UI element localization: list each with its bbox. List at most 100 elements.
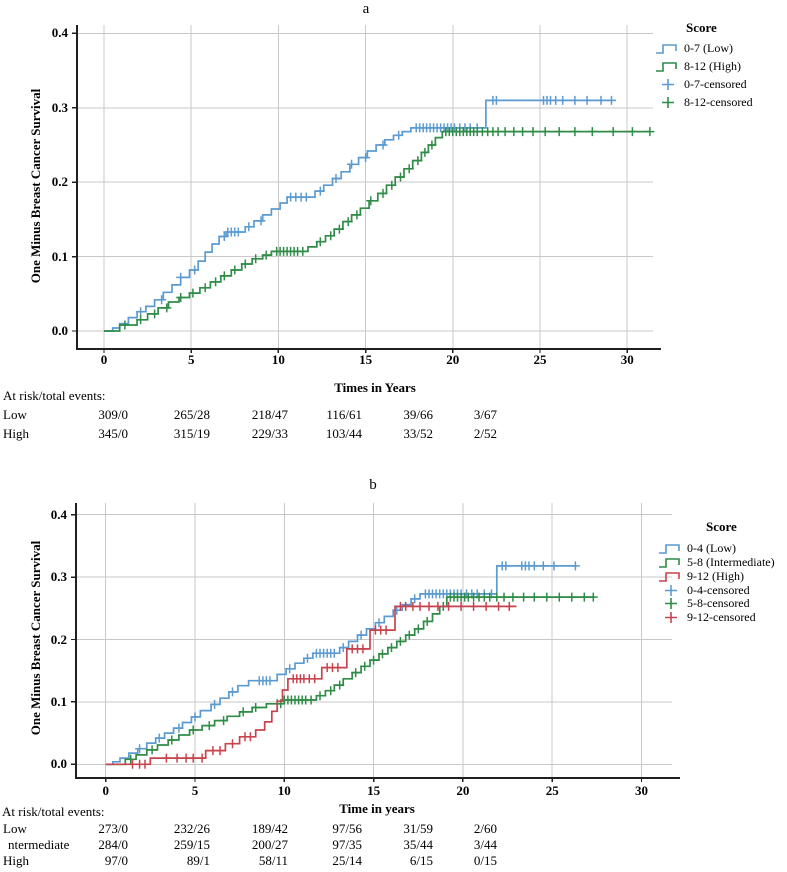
risk-cell: 39/66 — [403, 407, 433, 422]
panel-a-x-axis-title: Times in Years — [334, 380, 416, 395]
legend-item-5-8-censored: 5-8-censored — [658, 596, 750, 611]
legend-item-label: 5-8 (Intermediate) — [687, 555, 775, 569]
panel-b-legend-title: Score — [706, 519, 737, 534]
x-tick-label: 15 — [359, 352, 373, 367]
censor-marks — [126, 592, 598, 764]
panel-a-label: a — [362, 1, 370, 17]
risk-cell: 31/59 — [403, 821, 433, 836]
risk-cell: 2/52 — [473, 426, 497, 441]
y-tick-label: 0.0 — [50, 756, 67, 772]
legend-glyph-path — [659, 558, 680, 568]
step-line-icon — [659, 572, 680, 582]
legend-item-label: 0-4-censored — [687, 583, 750, 597]
risk-cell: 229/33 — [251, 426, 288, 441]
risk-cell: 33/52 — [403, 426, 433, 441]
censor-marks — [128, 601, 514, 769]
legend-item-5-8-intermediate-: 5-8 (Intermediate) — [658, 555, 775, 570]
x-tick-label: 0 — [102, 783, 109, 798]
risk-cell: 200/27 — [251, 837, 288, 852]
plus-censor-icon — [665, 585, 677, 596]
plus-censor-icon — [662, 97, 674, 108]
risk-cell: 97/56 — [332, 821, 362, 836]
censor-marks — [120, 127, 655, 330]
y-tick-label: 0.4 — [51, 25, 68, 41]
x-tick-label: 15 — [367, 783, 381, 798]
risk-cell: 315/19 — [173, 426, 210, 441]
risk-cell: 103/44 — [325, 426, 362, 441]
risk-cell: 2/60 — [473, 821, 497, 836]
legend-glyph-path — [662, 97, 674, 108]
plus-censor-icon — [665, 598, 677, 609]
y-tick-label: 0.2 — [51, 174, 68, 190]
legend-item-label: 5-8-censored — [687, 596, 750, 610]
y-tick-label: 0.3 — [50, 569, 67, 585]
legend-item-label: 0-4 (Low) — [687, 541, 736, 555]
legend-item-label: 9-12-censored — [687, 610, 756, 624]
legend-glyph-path — [659, 572, 680, 582]
x-tick-label: 20 — [456, 783, 470, 798]
risk-cell: 3/44 — [473, 837, 497, 852]
x-tick-label: 0 — [100, 352, 108, 367]
x-tick-label: 10 — [277, 783, 291, 798]
risk-row-label: High — [3, 853, 29, 868]
panel-b-risk-table-header: At risk/total events: — [2, 804, 105, 819]
risk-cell: 232/26 — [173, 821, 210, 836]
x-tick-label: 30 — [635, 783, 648, 798]
x-tick-label: 25 — [545, 783, 559, 798]
legend-item-8-12-censored: 8-12-censored — [655, 95, 753, 110]
legend-item-label: 8-12 (High) — [684, 59, 741, 73]
panel-b-x-axis-title: Time in years — [339, 801, 415, 816]
legend-glyph-path — [659, 544, 680, 554]
plus-censor-icon — [665, 612, 677, 623]
y-tick-label: 0.0 — [51, 323, 68, 338]
x-tick-label: 5 — [191, 783, 199, 798]
risk-row-label: Low — [3, 821, 27, 836]
panel-a-legend-title: Score — [686, 20, 717, 35]
risk-row-label: Low — [3, 407, 27, 422]
legend-glyph-path — [665, 598, 677, 609]
risk-cell: 189/42 — [251, 821, 288, 836]
legend-glyph-path — [656, 44, 677, 54]
legend-item-label: 9-12 (High) — [687, 569, 744, 583]
risk-row-label: High — [3, 426, 29, 441]
survival-curve — [105, 596, 594, 766]
risk-cell: 35/44 — [403, 837, 433, 852]
legend-item-label: 0-7-censored — [684, 77, 747, 91]
risk-cell: 265/28 — [173, 407, 210, 422]
legend-item-0-7-censored: 0-7-censored — [655, 77, 747, 92]
risk-cell: 259/15 — [173, 837, 210, 852]
survival-curve — [104, 130, 650, 332]
risk-cell: 284/0 — [98, 837, 128, 852]
step-line-icon — [656, 62, 677, 72]
risk-cell: 309/0 — [98, 407, 128, 422]
x-tick-label: 20 — [446, 352, 460, 367]
risk-cell: 6/15 — [409, 853, 433, 868]
step-line-icon — [659, 558, 680, 568]
step-line-icon — [656, 44, 677, 54]
x-tick-label: 5 — [187, 352, 195, 367]
y-tick-label: 0.4 — [50, 506, 67, 522]
panel-a-plot — [72, 25, 661, 353]
legend-glyph-path — [656, 62, 677, 72]
panel-b-plot — [71, 503, 680, 782]
risk-cell: 97/0 — [104, 853, 128, 868]
panel-b-label: b — [369, 477, 377, 493]
legend-item-9-12-censored: 9-12-censored — [658, 610, 756, 625]
risk-cell: 345/0 — [98, 426, 128, 441]
risk-cell: 3/67 — [473, 407, 497, 422]
censor-marks — [135, 561, 580, 754]
x-tick-label: 25 — [533, 352, 547, 367]
legend-item-0-7-low-: 0-7 (Low) — [655, 41, 733, 56]
x-tick-label: 30 — [620, 352, 634, 367]
risk-cell: 0/15 — [473, 853, 497, 868]
censor-marks — [136, 95, 616, 317]
risk-cell: 58/11 — [258, 853, 288, 868]
legend-glyph-path — [662, 79, 674, 90]
legend-item-0-4-low-: 0-4 (Low) — [658, 541, 736, 556]
y-tick-label: 0.1 — [51, 248, 68, 264]
risk-cell: 89/1 — [186, 853, 210, 868]
plus-censor-icon — [662, 79, 674, 90]
legend-item-8-12-high-: 8-12 (High) — [655, 59, 741, 74]
legend-item-label: 0-7 (Low) — [684, 41, 733, 55]
